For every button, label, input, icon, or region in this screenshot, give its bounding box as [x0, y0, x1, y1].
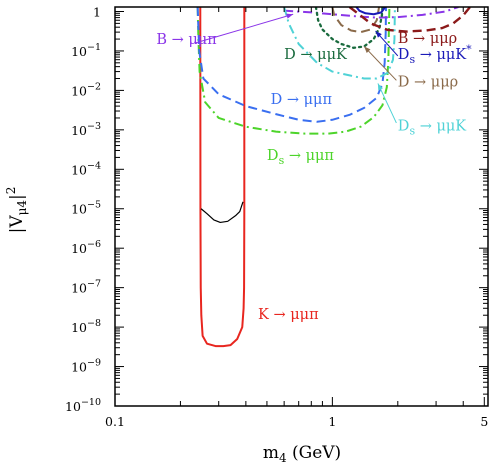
annotation-arrow-text: → μμπ — [284, 148, 334, 164]
annotation-base: B — [156, 32, 167, 48]
y-tick-label-exponent: −9 — [87, 358, 101, 369]
x-axis-title-subscript: 4 — [279, 451, 287, 465]
series-layer — [196, 7, 471, 348]
y-tick-label-base: 10 — [71, 83, 87, 98]
annotation-subscript: s — [409, 53, 415, 66]
y-axis-title-open: |V — [7, 215, 27, 234]
y-tick-label-exponent: −3 — [87, 121, 101, 132]
annotation-arrow-line — [363, 46, 397, 81]
annotation-arrow-head — [377, 83, 384, 91]
y-tick-label-exponent: −6 — [87, 239, 101, 250]
series-line-B-mumurho — [348, 7, 471, 33]
annotation-base: D — [398, 119, 410, 135]
y-tick-label-exponent: −8 — [87, 318, 101, 329]
annotation-K-mumupi: K → μμπ — [258, 307, 319, 323]
annotation-arrow-line — [377, 83, 397, 124]
annotation-base: D — [398, 47, 410, 63]
series-line-K-black — [200, 201, 244, 224]
annotation-arrow-text: → μμρ — [409, 75, 458, 91]
y-axis-title-superscript: 2 — [4, 187, 18, 195]
y-tick-label-base: 10 — [71, 281, 87, 296]
y-tick-label: 10−6 — [71, 239, 101, 256]
y-axis-title: |Vμ4|2 — [4, 187, 29, 234]
y-tick-label-base: 10 — [71, 241, 87, 256]
annotation-base: D — [267, 148, 279, 164]
y-tick-label: 10−4 — [71, 160, 101, 177]
annotation-arrow-text: → μμπ — [167, 32, 217, 48]
annotation-arrow-head — [286, 13, 294, 19]
annotation-Ds-mumuK: Ds → μμK — [398, 119, 468, 138]
y-tick-label: 10−5 — [71, 200, 101, 217]
y-tick-label-base: 10 — [71, 202, 87, 217]
series-line-B-mumupi — [284, 7, 459, 19]
x-axis-title: m4 (GeV) — [263, 443, 341, 465]
annotation-arrow-text: → μμπ — [269, 307, 319, 323]
y-tick-label-base: 10 — [71, 320, 87, 335]
y-tick-label: 1 — [93, 4, 101, 19]
y-tick-label-base: 10 — [71, 123, 87, 138]
annotation-arrow-text: → μμK — [415, 119, 467, 135]
annotation-arrow-head — [375, 31, 382, 38]
y-tick-label: 10−10 — [65, 397, 101, 414]
x-axis-title-main: m — [263, 443, 279, 463]
y-tick-label-exponent: −4 — [87, 160, 101, 171]
annotation-arrow-text: → μμK — [296, 47, 348, 63]
y-tick-label: 10−9 — [71, 358, 101, 375]
annotation-Ds-mumuKstar: Ds → μμK* — [398, 43, 472, 66]
y-axis-title-close: | — [7, 194, 27, 200]
y-tick-label-base: 10 — [65, 399, 81, 414]
annotation-arrow-text: → μμπ — [282, 92, 332, 108]
x-axis-title-rest: (GeV) — [287, 443, 342, 463]
series-line-Ds-mumuK — [283, 7, 396, 80]
series-line-D-mumupi — [196, 7, 387, 123]
annotation-arrow-text: → μμK — [415, 47, 467, 63]
y-tick-label-exponent: −10 — [81, 397, 101, 408]
arrow-layer — [195, 13, 399, 124]
annotation-base: B — [398, 31, 409, 47]
y-tick-label: 10−7 — [71, 279, 101, 296]
annotation-base: K — [258, 307, 270, 323]
y-tick-label-base: 10 — [71, 162, 87, 177]
series-line-D-mumurho — [331, 7, 381, 34]
annotation-base: D — [398, 75, 410, 91]
y-tick-label-base: 10 — [71, 44, 87, 59]
y-axis-title-subscript: μ4 — [15, 200, 29, 216]
series-line-D-mumuK — [314, 7, 384, 49]
y-tick-label-exponent: −5 — [87, 200, 101, 211]
x-tick-label: 0.1 — [105, 414, 125, 429]
series-line-Ds-mumuKstar — [355, 7, 387, 16]
plot-area — [115, 7, 488, 406]
annotation-D-mumurho: D → μμρ — [398, 75, 458, 91]
y-tick-label: 10−2 — [71, 81, 101, 98]
annotation-B-mumurho: B → μμρ — [398, 31, 457, 47]
x-tick-label: 5 — [480, 414, 488, 429]
y-tick-label-exponent: −7 — [87, 279, 101, 290]
y-tick-label: 10−8 — [71, 318, 101, 335]
series-line-K-mumupi — [199, 7, 246, 348]
annotation-D-mumuK: D → μμK — [284, 47, 348, 63]
y-tick-label-exponent: −2 — [87, 81, 101, 92]
y-tick-label-exponent: −1 — [87, 42, 101, 53]
annotation-base: D — [284, 47, 296, 63]
y-tick-label-base: 10 — [71, 360, 87, 375]
ticks-layer: 110−110−210−310−410−510−610−710−810−910−… — [65, 4, 488, 429]
y-tick-label: 10−3 — [71, 121, 101, 138]
annotation-D-mumupi: D → μμπ — [271, 92, 332, 108]
annotation-Ds-mumupi: Ds → μμπ — [267, 148, 334, 167]
plot-frame — [114, 6, 489, 407]
annotation-superscript: * — [466, 43, 472, 56]
annotation-arrow-text: → μμρ — [408, 31, 457, 47]
annotation-arrow-head — [364, 46, 371, 53]
annotation-subscript: s — [279, 154, 285, 167]
annotation-B-mumupi: B → μμπ — [156, 32, 216, 48]
annotation-subscript: s — [409, 125, 415, 138]
annotation-base: D — [271, 92, 283, 108]
y-tick-label: 10−1 — [71, 42, 101, 59]
annotation-arrow-line — [195, 13, 294, 44]
x-tick-label: 1 — [328, 414, 336, 429]
